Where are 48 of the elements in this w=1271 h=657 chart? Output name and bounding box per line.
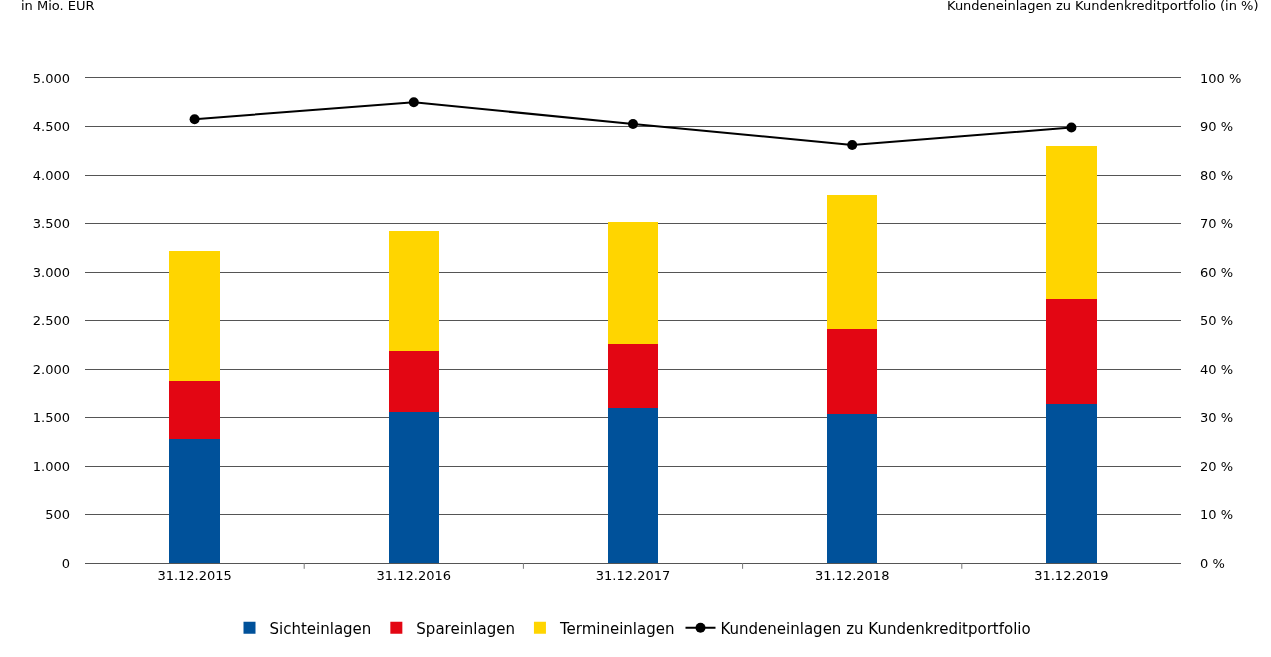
y2-tick-label: 100 %	[1200, 70, 1242, 86]
y2-tick-label: 10 %	[1200, 507, 1234, 523]
bar	[169, 438, 220, 563]
y2-tick-label: 60 %	[1200, 264, 1234, 280]
y-tick-label: 3.500	[32, 216, 70, 232]
y-tick-label: 1.500	[32, 410, 70, 426]
bar	[826, 413, 878, 563]
bar	[607, 407, 659, 563]
bar	[1046, 299, 1097, 404]
legend-label: Spareinlagen	[416, 619, 515, 638]
y2-tick-label: 50 %	[1200, 313, 1234, 329]
y2-tick-label: 0 %	[1200, 555, 1225, 571]
x-tick-label: 31.12.2017	[595, 567, 671, 583]
x-tick-label: 31.12.2015	[157, 567, 232, 583]
y-tick-label: 4.500	[32, 119, 70, 135]
y-tick-label: 2.000	[32, 361, 70, 377]
x-tick-label: 31.12.2016	[376, 567, 452, 583]
bar	[169, 380, 220, 439]
y-axis-title: in Mio. EUR	[21, 0, 95, 13]
bar	[388, 411, 440, 563]
y2-tick-label: 90 %	[1200, 119, 1234, 135]
bar	[826, 329, 878, 414]
bar	[826, 195, 878, 330]
bar	[388, 350, 440, 412]
bar	[1046, 145, 1097, 300]
y2-tick-label: 40 %	[1200, 361, 1234, 377]
y2-axis-title: Kundeneinlagen zu Kundenkreditportfolio (in %)	[947, 0, 1259, 13]
x-tick-label: 31.12.2018	[814, 567, 890, 583]
y2-tick-label: 80 %	[1200, 167, 1234, 183]
legend-label: Termineinlagen	[558, 619, 675, 638]
y2-tick-label: 30 %	[1200, 410, 1234, 426]
y2-tick-label: 20 %	[1200, 458, 1234, 474]
y-tick-label: 1.000	[32, 458, 70, 474]
bar	[607, 221, 659, 344]
y-tick-label: 5.000	[32, 70, 70, 86]
y-tick-label: 500	[45, 507, 70, 523]
bar	[1046, 403, 1097, 563]
y2-tick-label: 70 %	[1200, 216, 1234, 232]
legend-label: Kundeneinlagen zu Kundenkreditportfolio	[720, 619, 1031, 638]
y-tick-label: 0	[61, 555, 70, 571]
legend-label: Sichteinlagen	[269, 619, 372, 638]
y-tick-label: 3.000	[32, 264, 70, 280]
y-tick-label: 2.500	[32, 313, 70, 329]
bar	[607, 343, 659, 408]
y-tick-label: 4.000	[32, 167, 70, 183]
bar	[388, 231, 440, 351]
x-tick-label: 31.12.2019	[1034, 567, 1109, 583]
bar	[169, 250, 220, 381]
